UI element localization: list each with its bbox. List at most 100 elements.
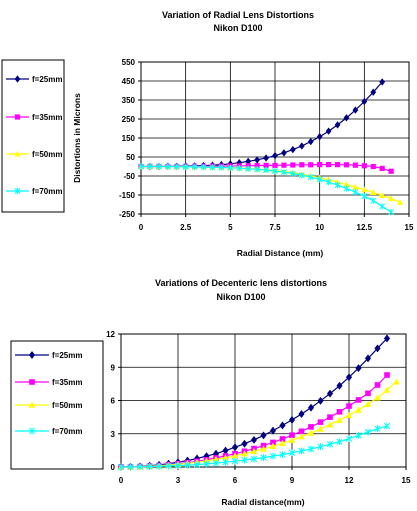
data-point bbox=[272, 167, 278, 175]
data-point bbox=[326, 389, 334, 398]
data-point bbox=[250, 435, 258, 444]
legend-label: f=50mm bbox=[52, 401, 82, 410]
data-point bbox=[289, 145, 296, 154]
x-axis-label: Radial Distance (mm) bbox=[237, 248, 324, 258]
data-point bbox=[317, 443, 324, 451]
legend-marker bbox=[14, 187, 21, 195]
data-point bbox=[364, 400, 372, 407]
chart-title: Variation of Radial Lens Distortions bbox=[162, 10, 314, 20]
data-point bbox=[343, 181, 350, 188]
data-point bbox=[146, 163, 153, 170]
data-point bbox=[165, 462, 172, 470]
data-point bbox=[279, 439, 286, 447]
data-point bbox=[364, 354, 372, 363]
data-point bbox=[364, 428, 372, 436]
series-f=70mm bbox=[117, 422, 391, 471]
data-point bbox=[326, 162, 332, 168]
data-point bbox=[374, 425, 381, 433]
data-point bbox=[288, 436, 296, 443]
data-point bbox=[184, 461, 191, 469]
data-point bbox=[361, 193, 368, 200]
data-point bbox=[254, 166, 261, 173]
data-point bbox=[307, 137, 314, 146]
legend-label: f=70mm bbox=[32, 187, 62, 196]
data-point bbox=[336, 416, 343, 423]
data-point bbox=[343, 114, 350, 122]
data-point bbox=[279, 421, 286, 430]
data-point bbox=[336, 381, 343, 390]
data-point bbox=[288, 415, 296, 424]
data-point bbox=[355, 364, 362, 373]
data-point bbox=[334, 121, 341, 129]
data-point bbox=[298, 433, 305, 440]
data-point bbox=[173, 163, 180, 170]
data-point bbox=[222, 454, 229, 461]
data-point bbox=[212, 459, 220, 467]
data-point bbox=[281, 162, 287, 168]
data-point bbox=[334, 162, 341, 168]
data-point bbox=[307, 429, 315, 436]
data-point bbox=[317, 162, 323, 168]
legend-box bbox=[1, 59, 65, 213]
data-point bbox=[155, 163, 162, 170]
data-point bbox=[298, 409, 305, 419]
data-point bbox=[361, 97, 368, 106]
y-tick-label: 6 bbox=[111, 397, 116, 406]
data-point bbox=[289, 170, 296, 177]
data-point bbox=[388, 168, 394, 174]
data-point bbox=[272, 162, 278, 168]
data-point bbox=[370, 88, 377, 97]
y-tick-label: -250 bbox=[119, 210, 136, 219]
data-point bbox=[388, 208, 395, 216]
x-tick-label: 10 bbox=[315, 223, 324, 232]
data-point bbox=[231, 457, 239, 465]
legend-label: f=50mm bbox=[32, 150, 62, 159]
data-point bbox=[352, 162, 358, 168]
data-point bbox=[370, 163, 376, 170]
data-point bbox=[336, 438, 343, 446]
data-point bbox=[241, 450, 248, 457]
y-tick-label: 250 bbox=[122, 115, 136, 124]
x-tick-label: 15 bbox=[402, 476, 411, 485]
data-point bbox=[241, 456, 248, 464]
data-point bbox=[383, 422, 391, 430]
data-point bbox=[250, 455, 258, 463]
data-point bbox=[383, 386, 391, 393]
data-point bbox=[263, 166, 270, 174]
data-point bbox=[316, 176, 323, 183]
data-point bbox=[272, 151, 278, 160]
data-point bbox=[212, 455, 220, 463]
data-point bbox=[327, 414, 333, 420]
data-point bbox=[396, 199, 404, 205]
x-tick-label: 7.5 bbox=[269, 223, 281, 232]
data-point bbox=[298, 428, 305, 435]
data-point bbox=[222, 458, 229, 466]
data-point bbox=[345, 411, 353, 419]
data-point bbox=[365, 390, 371, 397]
data-point bbox=[355, 406, 362, 413]
legend-label: f=70mm bbox=[52, 427, 82, 436]
chart-1: Variation of Radial Lens Distortions Niko… bbox=[1, 10, 414, 258]
data-point bbox=[269, 442, 277, 449]
data-point bbox=[308, 424, 314, 430]
data-point bbox=[269, 452, 277, 460]
data-point bbox=[374, 344, 381, 353]
data-point bbox=[361, 163, 367, 169]
legend-label: f=35mm bbox=[32, 113, 62, 122]
data-point bbox=[298, 142, 305, 150]
chart-subtitle: Nikon D100 bbox=[216, 292, 265, 302]
x-tick-label: 5 bbox=[228, 223, 233, 232]
x-tick-label: 6 bbox=[233, 476, 238, 485]
x-tick-label: 12 bbox=[345, 476, 354, 485]
data-point bbox=[245, 165, 252, 172]
x-tick-label: 15 bbox=[405, 223, 414, 232]
data-point bbox=[280, 169, 287, 176]
data-point bbox=[290, 162, 296, 168]
legend-marker bbox=[29, 379, 35, 385]
data-point bbox=[370, 189, 377, 195]
data-point bbox=[355, 432, 362, 439]
data-point bbox=[203, 460, 210, 468]
y-tick-label: 50 bbox=[126, 153, 135, 162]
data-point bbox=[191, 163, 198, 170]
data-point bbox=[325, 127, 332, 135]
